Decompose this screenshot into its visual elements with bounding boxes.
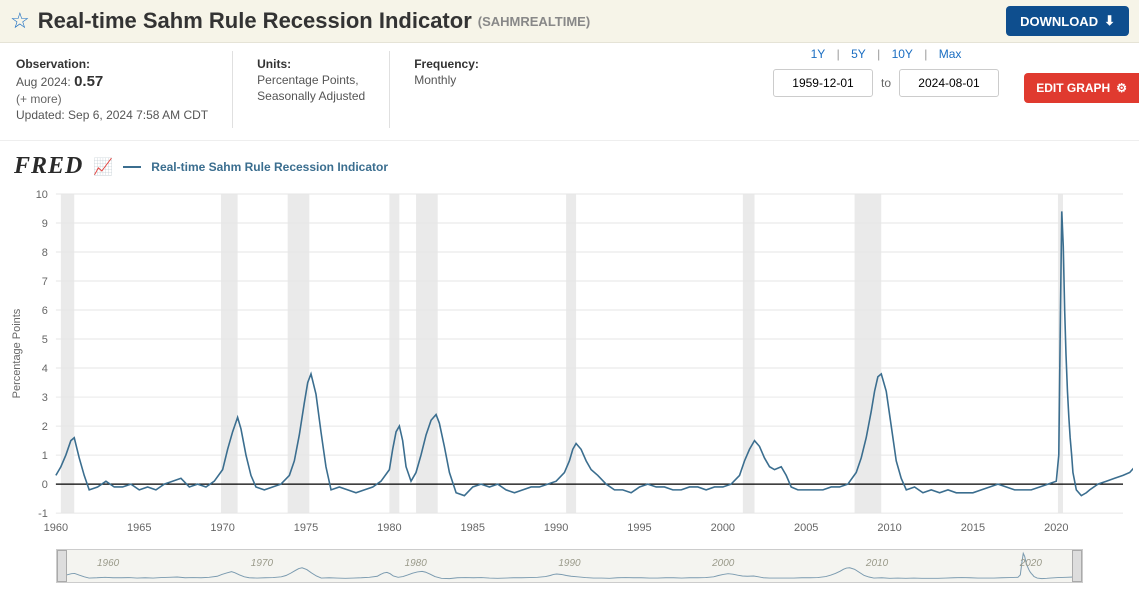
recession-band bbox=[416, 194, 438, 513]
x-tick-label: 2005 bbox=[794, 522, 818, 534]
legend-label: Real-time Sahm Rule Recession Indicator bbox=[151, 160, 388, 174]
range-controls: 1Y | 5Y | 10Y | Max to bbox=[773, 47, 999, 97]
x-tick-label: 1960 bbox=[44, 522, 68, 534]
y-tick-label: 0 bbox=[42, 479, 48, 491]
y-tick-label: -1 bbox=[38, 508, 48, 520]
series-code: (SAHMREALTIME) bbox=[478, 14, 590, 29]
y-axis-title: Percentage Points bbox=[11, 308, 23, 398]
mini-x-label: 1970 bbox=[251, 558, 273, 569]
edit-graph-label: EDIT GRAPH bbox=[1036, 81, 1110, 95]
units-label: Units: bbox=[257, 57, 291, 71]
range-link-10y[interactable]: 10Y bbox=[888, 47, 917, 61]
x-tick-label: 1975 bbox=[294, 522, 318, 534]
observation-value: 0.57 bbox=[74, 73, 103, 90]
units-value-1: Percentage Points, bbox=[257, 73, 358, 87]
x-tick-label: 2020 bbox=[1044, 522, 1068, 534]
observation-block: Observation: Aug 2024: 0.57 (+ more) Upd… bbox=[16, 51, 233, 128]
observation-date: Aug 2024: bbox=[16, 75, 71, 89]
series-line bbox=[56, 211, 1133, 495]
units-block: Units: Percentage Points, Seasonally Adj… bbox=[257, 51, 390, 128]
mini-x-label: 1980 bbox=[405, 558, 427, 569]
download-button[interactable]: DOWNLOAD ⬇ bbox=[1006, 6, 1129, 36]
main-chart[interactable]: -1 0 1 2 3 4 5 6 7 8 9 10 1960 1965 1970 1975 1980 1985 19… bbox=[6, 184, 1133, 543]
range-handle-left[interactable] bbox=[57, 550, 67, 582]
x-tick-label: 1995 bbox=[627, 522, 651, 534]
y-tick-label: 1 bbox=[42, 450, 48, 462]
date-from-input[interactable] bbox=[773, 69, 873, 97]
chart-container: FRED 📈 Real-time Sahm Rule Recession Ind… bbox=[0, 141, 1139, 591]
y-tick-label: 7 bbox=[42, 276, 48, 288]
x-tick-label: 1965 bbox=[127, 522, 151, 534]
x-tick-label: 1970 bbox=[210, 522, 234, 534]
quick-range-links: 1Y | 5Y | 10Y | Max bbox=[773, 47, 999, 61]
mini-x-label: 2010 bbox=[866, 558, 888, 569]
logo-chart-icon: 📈 bbox=[93, 157, 113, 177]
x-tick-label: 1990 bbox=[544, 522, 568, 534]
mini-x-label: 2000 bbox=[712, 558, 734, 569]
y-tick-label: 9 bbox=[42, 218, 48, 230]
recession-band bbox=[61, 194, 74, 513]
recession-band bbox=[743, 194, 755, 513]
observation-label: Observation: bbox=[16, 57, 90, 71]
frequency-block: Frequency: Monthly bbox=[414, 51, 503, 128]
x-tick-label: 2000 bbox=[711, 522, 735, 534]
to-label: to bbox=[881, 76, 891, 90]
page-title: Real-time Sahm Rule Recession Indicator bbox=[38, 8, 472, 34]
y-tick-label: 3 bbox=[42, 392, 48, 404]
units-value-2: Seasonally Adjusted bbox=[257, 89, 365, 103]
range-slider[interactable]: 1960 1970 1980 1990 2000 2010 2020 bbox=[56, 549, 1083, 583]
mini-x-labels: 1960 1970 1980 1990 2000 2010 2020 bbox=[57, 558, 1082, 569]
recession-band bbox=[288, 194, 310, 513]
more-link[interactable]: (+ more) bbox=[16, 92, 62, 106]
y-tick-label: 6 bbox=[42, 305, 48, 317]
range-link-1y[interactable]: 1Y bbox=[807, 47, 830, 61]
mini-x-label: 1990 bbox=[558, 558, 580, 569]
x-tick-label: 1980 bbox=[377, 522, 401, 534]
x-tick-label: 2010 bbox=[877, 522, 901, 534]
mini-x-label: 1960 bbox=[97, 558, 119, 569]
edit-graph-button[interactable]: EDIT GRAPH ⚙ bbox=[1024, 73, 1139, 103]
range-link-5y[interactable]: 5Y bbox=[847, 47, 870, 61]
date-to-input[interactable] bbox=[899, 69, 999, 97]
favorite-star-icon[interactable]: ☆ bbox=[10, 8, 30, 34]
mini-x-label: 2020 bbox=[1020, 558, 1042, 569]
legend-swatch bbox=[123, 166, 141, 168]
x-tick-label: 2015 bbox=[961, 522, 985, 534]
title-bar: ☆ Real-time Sahm Rule Recession Indicato… bbox=[0, 0, 1139, 43]
y-tick-label: 5 bbox=[42, 334, 48, 346]
x-tick-label: 1985 bbox=[461, 522, 485, 534]
y-tick-label: 8 bbox=[42, 247, 48, 259]
range-handle-right[interactable] bbox=[1072, 550, 1082, 582]
meta-section: Observation: Aug 2024: 0.57 (+ more) Upd… bbox=[0, 43, 1139, 141]
y-tick-label: 10 bbox=[36, 189, 48, 201]
fred-logo: FRED bbox=[14, 153, 83, 180]
download-label: DOWNLOAD bbox=[1020, 14, 1098, 29]
y-tick-label: 2 bbox=[42, 421, 48, 433]
y-tick-label: 4 bbox=[42, 363, 48, 375]
updated-label: Updated: bbox=[16, 108, 65, 122]
range-link-max[interactable]: Max bbox=[935, 47, 966, 61]
updated-value: Sep 6, 2024 7:58 AM CDT bbox=[68, 108, 208, 122]
frequency-value: Monthly bbox=[414, 73, 456, 87]
gear-icon: ⚙ bbox=[1116, 81, 1127, 95]
download-icon: ⬇ bbox=[1104, 13, 1115, 29]
frequency-label: Frequency: bbox=[414, 57, 479, 71]
